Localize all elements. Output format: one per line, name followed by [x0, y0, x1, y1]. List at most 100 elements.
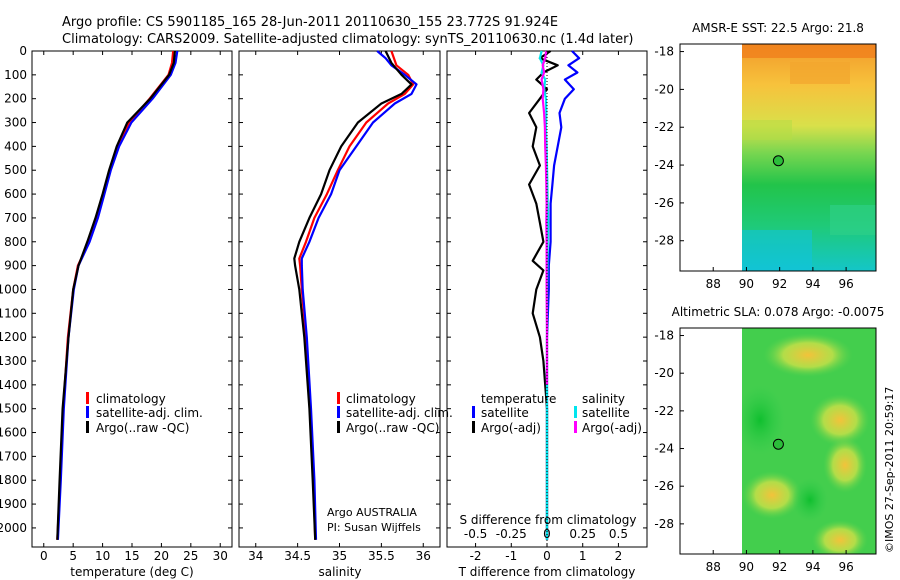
- depth-axis: 0 100 200 300 400 500 600 700 800 900 1000 1100 1200…: [0, 44, 27, 535]
- depth-tick-label: 200: [4, 92, 27, 106]
- legend-label-argo: Argo(..raw -QC): [96, 421, 189, 435]
- temperature-panel: 0 5 10 15 20 25 30: [32, 50, 232, 563]
- map-lat-label: -24: [654, 442, 674, 456]
- legend-label-satellite: satellite-adj. clim.: [346, 406, 453, 420]
- legend-label-temp-satellite: satellite: [481, 406, 529, 420]
- x-tick-label: 0: [543, 549, 551, 563]
- difference-xlabel: T difference from climatology: [458, 565, 636, 579]
- difference-legend: temperature salinity satellite Argo(-adj…: [472, 392, 642, 435]
- x-tick-label: 35: [332, 549, 347, 563]
- series-line-satellite-adj-clim-: [300, 50, 418, 540]
- series-line-argo-raw-qc-: [293, 50, 413, 540]
- depth-tick-label: 300: [4, 116, 27, 130]
- legend-swatch-temp-argo: [472, 421, 475, 433]
- map-lon-label: 94: [805, 277, 820, 291]
- map-lat-label: -22: [654, 404, 674, 418]
- series-line-satellite-adj-clim-: [56, 50, 179, 540]
- x-tick-label: 34: [248, 549, 263, 563]
- imos-timestamp: ©IMOS 27-Sep-2011 20:59:17: [883, 387, 896, 553]
- header-line2: Climatology: CARS2009. Satellite-adjuste…: [62, 32, 634, 47]
- secondary-tick-label: 0.5: [609, 527, 628, 541]
- map-lon-label: 94: [805, 560, 820, 574]
- depth-tick-label: 0: [19, 44, 27, 58]
- map-axis-ticks: 88 90 92 94 96 -18 -20 -22 -24 -26 -28 88 90 92 94 96 -1…: [654, 45, 853, 574]
- depth-tick-label: 800: [4, 235, 27, 249]
- argo-location-marker: [772, 155, 784, 167]
- depth-tick-label: 1900: [0, 497, 27, 511]
- map-lon-label: 88: [706, 560, 721, 574]
- depth-tick-label: 1600: [0, 426, 27, 440]
- map-lon-label: 90: [739, 560, 754, 574]
- legend-title-salinity: salinity: [582, 392, 625, 406]
- map-lon-label: 92: [772, 277, 787, 291]
- legend-swatch-argo: [86, 421, 89, 433]
- map-lon-label: 90: [739, 277, 754, 291]
- depth-tick-label: 1700: [0, 449, 27, 463]
- x-tick-label: 25: [183, 549, 198, 563]
- map-lat-label: -24: [654, 158, 674, 172]
- legend-label-argo: Argo(..raw -QC): [346, 421, 439, 435]
- map-lon-label: 88: [706, 277, 721, 291]
- legend-swatch-temp-satellite: [472, 406, 475, 418]
- legend-label-sal-satellite: satellite: [582, 406, 630, 420]
- legend-swatch-climatology: [86, 392, 89, 404]
- legend-swatch-climatology: [337, 392, 340, 404]
- map-lat-label: -22: [654, 120, 674, 134]
- depth-tick-label: 1100: [0, 306, 27, 320]
- temperature-xlabel: temperature (deg C): [70, 565, 193, 579]
- legend-swatch-sal-argo: [574, 421, 577, 433]
- depth-tick-label: 600: [4, 187, 27, 201]
- x-tick-label: 15: [124, 549, 139, 563]
- map-lon-label: 96: [838, 560, 853, 574]
- depth-tick-label: 100: [4, 68, 27, 82]
- depth-tick-label: 1200: [0, 330, 27, 344]
- x-tick-label: 1: [579, 549, 587, 563]
- depth-tick-label: 500: [4, 163, 27, 177]
- x-tick-label: 35.5: [368, 549, 395, 563]
- legend-swatch-sal-satellite: [574, 406, 577, 418]
- depth-tick-label: 1000: [0, 282, 27, 296]
- depth-tick-label: 900: [4, 259, 27, 273]
- secondary-tick-label: -0.5: [464, 527, 487, 541]
- map-lat-label: -28: [654, 234, 674, 248]
- legend-swatch-satellite: [86, 406, 89, 418]
- legend-swatch-satellite: [337, 406, 340, 418]
- secondary-tick-label: 0.25: [569, 527, 596, 541]
- map-lon-label: 96: [838, 277, 853, 291]
- legend-swatch-argo: [337, 421, 340, 433]
- temperature-legend: climatology satellite-adj. clim. Argo(..…: [86, 392, 203, 435]
- x-tick-label: 5: [69, 549, 77, 563]
- map-lon-label: 92: [772, 560, 787, 574]
- sst-map-axes: [679, 43, 877, 272]
- argo-program-label: Argo AUSTRALIA: [327, 506, 417, 519]
- x-tick-label: 0: [40, 549, 48, 563]
- map-lat-label: -18: [654, 45, 674, 59]
- map-lat-label: -26: [654, 479, 674, 493]
- legend-label-climatology: climatology: [96, 392, 166, 406]
- legend-label-temp-argo: Argo(-adj): [481, 421, 541, 435]
- x-tick-label: 10: [95, 549, 110, 563]
- depth-tick-label: 1500: [0, 402, 27, 416]
- series-line-climatology: [56, 50, 175, 540]
- salinity-panel: 34 34.5 35 35.5 36: [239, 50, 440, 563]
- map-lat-label: -20: [654, 366, 674, 380]
- salinity-xlabel: salinity: [318, 565, 361, 579]
- x-tick-label: 20: [154, 549, 169, 563]
- sla-map-title: Altimetric SLA: 0.078 Argo: -0.0075: [672, 305, 885, 319]
- map-lat-label: -18: [654, 329, 674, 343]
- depth-tick-label: 2000: [0, 521, 27, 535]
- x-tick-label: -1: [505, 549, 517, 563]
- x-tick-label: 30: [213, 549, 228, 563]
- legend-label-satellite: satellite-adj. clim.: [96, 406, 203, 420]
- depth-tick-label: 1400: [0, 378, 27, 392]
- map-lat-label: -28: [654, 517, 674, 531]
- series-line-temperature-argo-adj-: [527, 50, 559, 540]
- difference-panel: -2 -1 0 1 2 -0.5 -0.25 0 0.25 0.5: [447, 50, 647, 563]
- x-tick-label: 2: [615, 549, 623, 563]
- legend-label-sal-argo: Argo(-adj): [582, 421, 642, 435]
- depth-tick-label: 400: [4, 139, 27, 153]
- principal-investigator-label: PI: Susan Wijffels: [327, 521, 421, 534]
- sst-map-title: AMSR-E SST: 22.5 Argo: 21.8: [692, 21, 864, 35]
